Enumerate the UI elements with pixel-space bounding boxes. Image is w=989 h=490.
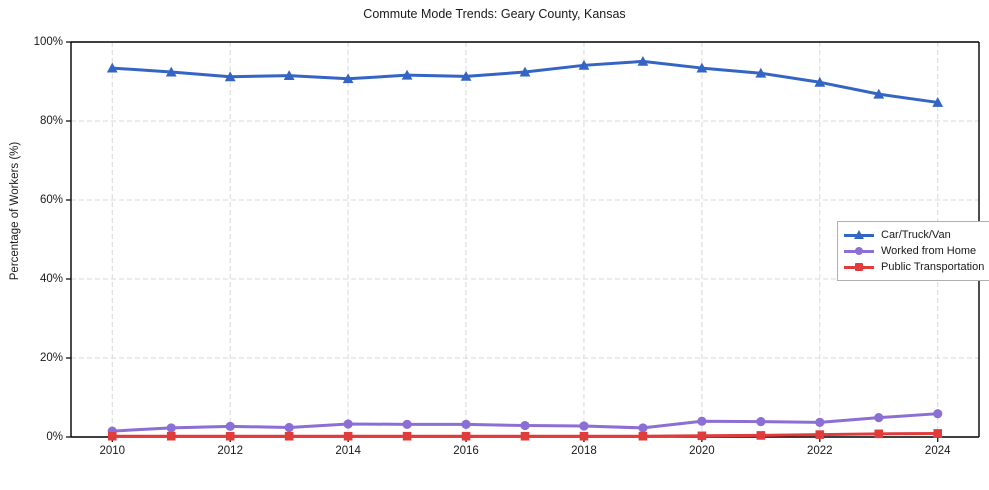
x-tick-label: 2016: [453, 445, 479, 457]
x-tick-label: 2022: [807, 445, 833, 457]
legend-item-2[interactable]: Worked from Home: [844, 243, 984, 259]
legend-marker-triangle-icon: [854, 230, 864, 239]
legend-label: Car/Truck/Van: [881, 229, 951, 241]
x-tick-label: 2012: [217, 445, 243, 457]
legend-item-1[interactable]: Car/Truck/Van: [844, 227, 984, 243]
chart-legend[interactable]: Car/Truck/Van Worked from Home Public Tran…: [837, 221, 989, 281]
y-tick-label: 60%: [39, 194, 63, 206]
x-tick-label: 2018: [571, 445, 597, 457]
legend-swatch-circle-icon: [844, 244, 874, 258]
series-3: [107, 429, 943, 441]
legend-swatch-triangle-icon: [844, 228, 874, 242]
x-tick-label: 2020: [689, 445, 715, 457]
chart-title: Commute Mode Trends: Geary County, Kansa…: [363, 7, 626, 21]
x-tick-label: 2024: [924, 445, 951, 457]
series-2: [107, 409, 943, 436]
y-tick-label: 0%: [46, 431, 63, 443]
y-tick-label: 40%: [39, 273, 63, 285]
y-tick-label: 100%: [33, 36, 63, 48]
legend-marker-square-icon: [855, 263, 863, 271]
x-tick-label: 2010: [99, 445, 126, 457]
legend-swatch-square-icon: [844, 260, 874, 274]
y-tick-label: 80%: [39, 115, 63, 127]
series-1: [106, 55, 944, 107]
legend-label: Worked from Home: [881, 245, 977, 257]
y-tick-label: 20%: [39, 352, 63, 364]
legend-item-3[interactable]: Public Transportation: [844, 259, 984, 275]
x-tick-label: 2014: [335, 445, 361, 457]
y-axis-tick-labels: 0% 20% 40% 60% 80% 100%: [8, 0, 63, 490]
legend-label: Public Transportation: [881, 261, 985, 273]
legend-marker-circle-icon: [855, 247, 863, 255]
